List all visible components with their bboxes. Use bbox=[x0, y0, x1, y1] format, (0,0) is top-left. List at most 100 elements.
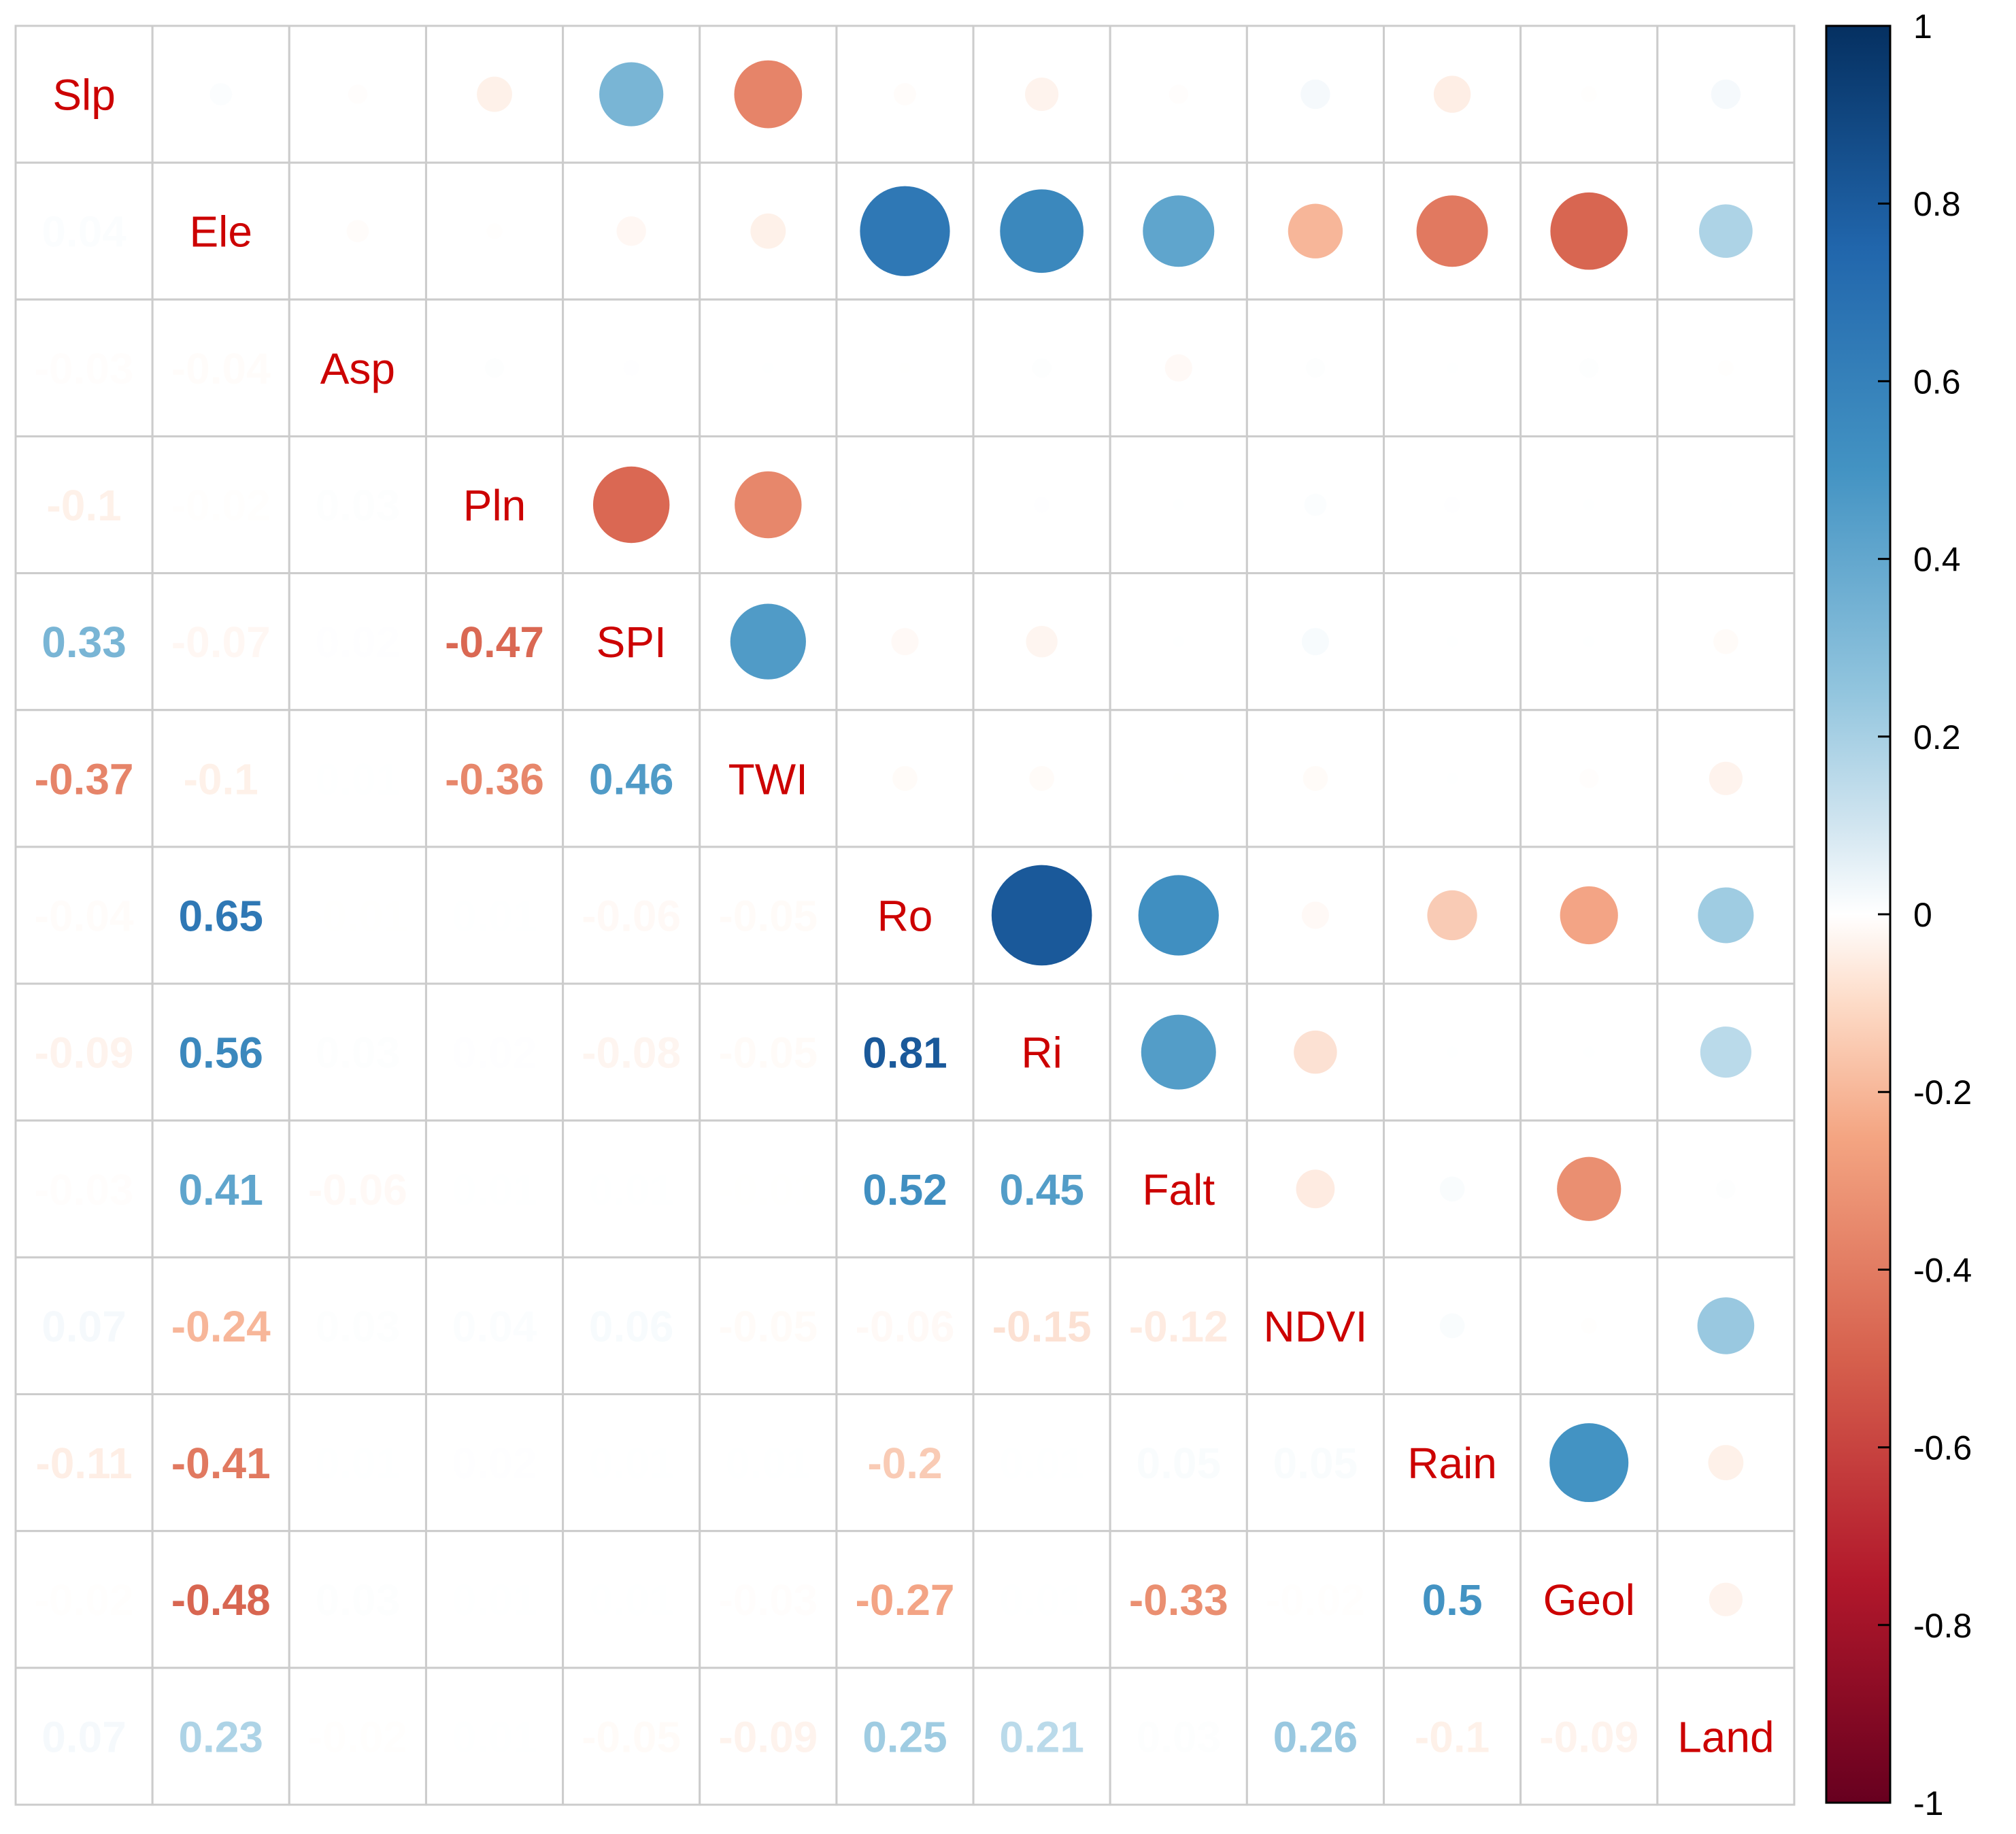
correlation-circle-Ele-Ro bbox=[860, 186, 950, 276]
coefficient-label-TWI-Ele: -0.1 bbox=[184, 754, 258, 803]
correlation-circle-Ele-TWI bbox=[750, 213, 786, 249]
grid-cell-Asp-Land bbox=[1656, 298, 1796, 437]
grid-cell-NDVI-SPI bbox=[562, 1256, 701, 1395]
coefficient-label-NDVI-SPI: 0.06 bbox=[589, 1302, 674, 1351]
legend-tick-label: 0.4 bbox=[1913, 541, 1961, 579]
grid-cell-Pln-Falt bbox=[1109, 435, 1248, 575]
diagonal-label-Land: Land bbox=[1677, 1712, 1774, 1761]
grid-cell-NDVI-Falt bbox=[1109, 1256, 1248, 1395]
coefficient-label-Ro-Slp: -0.04 bbox=[35, 891, 134, 940]
grid-cell-NDVI-Ri bbox=[972, 1256, 1111, 1395]
correlation-circle-Falt-Geol bbox=[1557, 1156, 1622, 1221]
grid-cell-TWI-Rain bbox=[1383, 709, 1522, 848]
legend-tick-label: -0.6 bbox=[1913, 1429, 1972, 1467]
correlation-circle-Slp-SPI bbox=[599, 62, 664, 127]
correlation-circle-Asp-Falt bbox=[1164, 354, 1192, 382]
coefficient-label-Rain-TWI: 0.01 bbox=[726, 1439, 811, 1488]
correlation-circle-TWI-Rain bbox=[1446, 773, 1458, 784]
correlation-circle-Asp-SPI bbox=[623, 360, 639, 376]
grid-cell-Land-SPI bbox=[562, 1667, 701, 1806]
diagonal-label-NDVI: NDVI bbox=[1263, 1302, 1367, 1351]
correlation-circle-Ele-Pln bbox=[486, 223, 503, 239]
grid-cell-Slp-Falt bbox=[1109, 24, 1248, 164]
grid-cell-Ri-Geol bbox=[1519, 982, 1659, 1122]
grid-cell-Geol-NDVI bbox=[1245, 1530, 1385, 1669]
grid-cell-Geol-Ri bbox=[972, 1530, 1111, 1669]
grid-cell-Ri-Slp bbox=[14, 982, 154, 1122]
coefficient-label-Geol-Ro: -0.27 bbox=[856, 1575, 955, 1624]
coefficient-label-Land-Asp: -0.02 bbox=[308, 1712, 407, 1761]
diagonal-label-TWI: TWI bbox=[728, 754, 808, 803]
correlation-circle-Ele-Asp bbox=[346, 220, 369, 243]
correlation-circle-Falt-NDVI bbox=[1296, 1169, 1335, 1209]
coefficient-label-Ri-SPI: -0.08 bbox=[582, 1029, 681, 1078]
correlation-circle-SPI-Ri bbox=[1026, 625, 1058, 658]
legend-tick-label: -0.2 bbox=[1913, 1073, 1972, 1112]
diagonal-label-Pln: Pln bbox=[463, 481, 526, 530]
coefficient-label-Rain-Slp: -0.11 bbox=[35, 1439, 132, 1488]
grid-cell-NDVI-Pln bbox=[424, 1256, 565, 1395]
correlation-circle-Ro-NDVI bbox=[1301, 901, 1330, 929]
correlation-circle-Geol-Land bbox=[1709, 1582, 1743, 1616]
grid-cell-SPI-Ele bbox=[151, 572, 290, 712]
legend-tick-label: -1 bbox=[1913, 1784, 1943, 1822]
correlation-circle-Ri-Geol bbox=[1583, 1046, 1595, 1058]
grid-cell-Rain-Land bbox=[1656, 1393, 1796, 1533]
legend-tick-label: 0.6 bbox=[1913, 363, 1961, 401]
grid-cell-Ro-Asp bbox=[288, 846, 427, 985]
correlation-circle-Ro-Geol bbox=[1560, 886, 1618, 945]
grid-cell-Slp-Geol bbox=[1519, 24, 1659, 164]
coefficient-label-Land-SPI: -0.05 bbox=[582, 1712, 681, 1761]
grid-cell-Pln-Geol bbox=[1519, 435, 1659, 575]
coefficient-label-TWI-Slp: -0.37 bbox=[35, 754, 134, 803]
coefficient-label-Falt-SPI: 0.01 bbox=[589, 1165, 674, 1214]
correlation-circle-Asp-Ri bbox=[1032, 358, 1052, 378]
grid-cell-Rain-Ro bbox=[835, 1393, 975, 1533]
grid-cell-Falt-Asp bbox=[288, 1119, 427, 1258]
coefficient-label-Asp-Slp: -0.03 bbox=[35, 344, 134, 393]
legend-tick-label: 0.2 bbox=[1913, 718, 1961, 756]
coefficient-label-Land-Falt: 0.03 bbox=[1136, 1712, 1221, 1761]
coefficient-label-Land-Rain: -0.1 bbox=[1415, 1712, 1490, 1761]
correlation-circle-Ro-Falt bbox=[1138, 875, 1219, 956]
correlation-circle-Slp-TWI bbox=[734, 60, 803, 129]
grid-cell-Asp-Pln bbox=[424, 298, 565, 437]
coefficient-label-Rain-Pln: 0.02 bbox=[452, 1439, 537, 1488]
coefficient-label-Land-NDVI: 0.26 bbox=[1273, 1712, 1358, 1761]
grid-cell-Slp-Ro bbox=[835, 24, 975, 164]
correlation-circle-Slp-Asp bbox=[348, 84, 368, 104]
grid-cell-Ro-Geol bbox=[1519, 846, 1659, 985]
grid-cell-SPI-Ri bbox=[972, 572, 1111, 712]
correlation-circle-Ele-Falt bbox=[1143, 195, 1215, 267]
correlation-circle-SPI-Ro bbox=[891, 628, 919, 656]
correlation-circle-Ri-Falt bbox=[1141, 1014, 1216, 1090]
grid-cell-Asp-Falt bbox=[1109, 298, 1248, 437]
matrix-cells: Slp 0.04 Ele -0.03 -0.04 Asp -0.1 -0.02 0.03 Pln 0… bbox=[14, 24, 1796, 1806]
grid-cell-Land-Pln bbox=[424, 1667, 565, 1806]
grid-cell-Pln-Pln bbox=[424, 435, 565, 575]
grid-cell-Land-Rain bbox=[1383, 1667, 1522, 1806]
coefficient-label-Falt-TWI: -0.01 bbox=[718, 1165, 818, 1214]
correlation-circle-Pln-Land bbox=[1720, 499, 1732, 511]
correlation-circle-Asp-TWI bbox=[762, 362, 774, 374]
coefficient-label-Ro-SPI: -0.06 bbox=[582, 891, 681, 940]
grid-cell-Asp-Geol bbox=[1519, 298, 1659, 437]
grid-cell-SPI-Land bbox=[1656, 572, 1796, 712]
correlation-circle-Asp-Rain bbox=[1446, 362, 1458, 374]
grid-cell-SPI-Geol bbox=[1519, 572, 1659, 712]
coefficient-label-NDVI-Ro: -0.06 bbox=[856, 1302, 955, 1351]
correlation-circle-Rain-Geol bbox=[1549, 1423, 1629, 1503]
grid-cell-Ele-TWI bbox=[699, 161, 838, 301]
correlation-circle-Ro-Land bbox=[1698, 887, 1754, 944]
legend-tick-label: 0.8 bbox=[1913, 185, 1961, 223]
legend-tick-label: -0.4 bbox=[1913, 1251, 1972, 1289]
grid-cell-NDVI-Ele bbox=[151, 1256, 290, 1395]
grid-cell-Ele-Ele bbox=[151, 161, 290, 301]
grid-cell-Falt-Falt bbox=[1109, 1119, 1248, 1258]
coefficient-label-Geol-Rain: 0.5 bbox=[1422, 1575, 1483, 1624]
correlation-circle-Ele-Rain bbox=[1416, 195, 1488, 267]
grid-cell-SPI-TWI bbox=[699, 572, 838, 712]
correlation-circle-Ele-NDVI bbox=[1288, 203, 1343, 259]
coefficient-label-NDVI-TWI: -0.05 bbox=[718, 1302, 818, 1351]
